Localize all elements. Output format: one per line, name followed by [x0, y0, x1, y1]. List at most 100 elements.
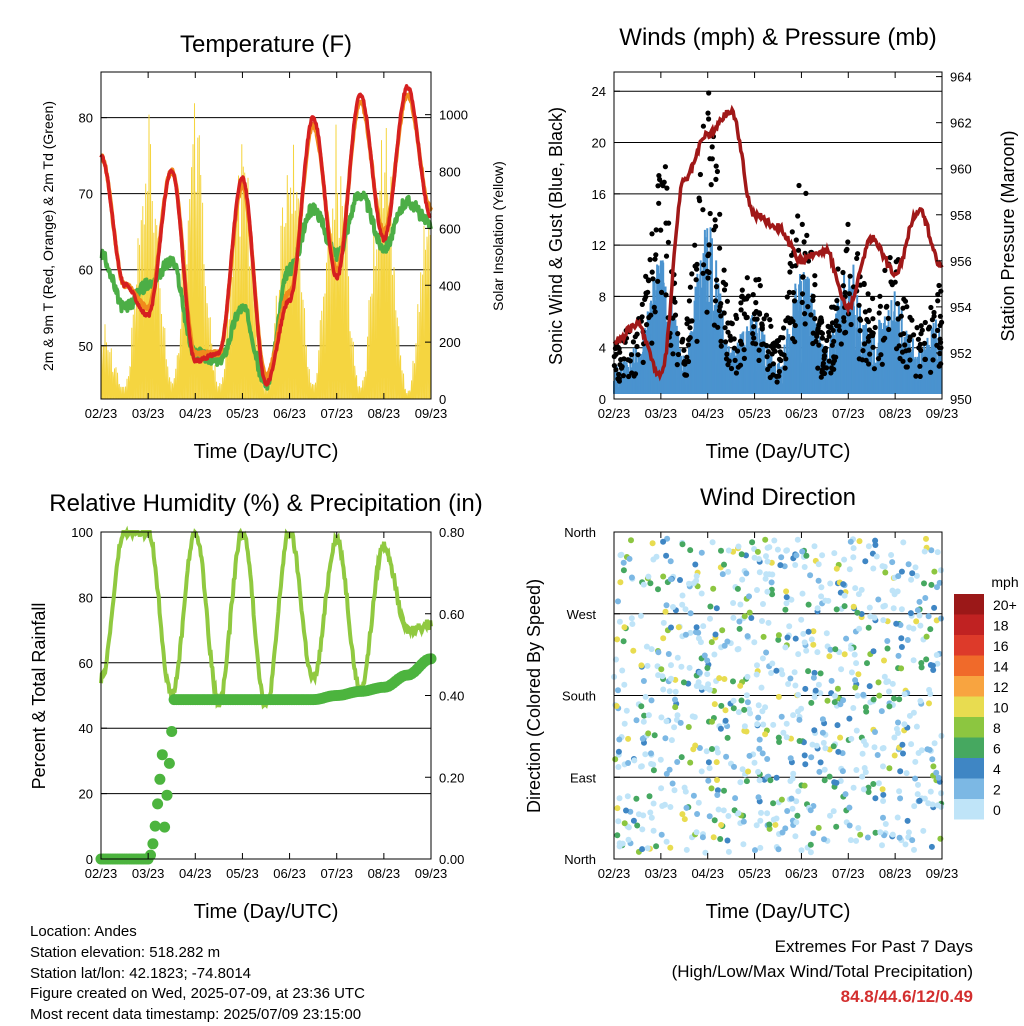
gust-point — [723, 356, 730, 362]
gust-point — [810, 340, 816, 347]
direction-point — [876, 692, 883, 699]
gust-point — [790, 290, 797, 296]
direction-point — [667, 804, 674, 810]
direction-point — [850, 545, 857, 552]
direction-point — [623, 807, 629, 814]
gust-point — [789, 229, 795, 235]
direction-point — [705, 777, 712, 784]
gust-point — [843, 248, 849, 254]
gust-point — [700, 207, 706, 213]
direction-point — [647, 809, 654, 816]
direction-point — [638, 612, 644, 619]
direction-point — [619, 667, 626, 674]
y-tick-label: 100 — [71, 525, 93, 540]
x-tick-label: 02/23 — [598, 406, 631, 421]
direction-point — [805, 628, 812, 635]
direction-point — [725, 568, 732, 575]
direction-point — [695, 679, 702, 686]
gust-point — [922, 356, 929, 362]
wind-y-ticks: 0 4 8 12 16 20 24 — [592, 84, 620, 407]
direction-point — [649, 540, 656, 547]
direction-point — [917, 698, 924, 704]
y-tick-label-right: 964 — [950, 70, 972, 85]
direction-point — [921, 548, 928, 555]
direction-point — [716, 675, 723, 682]
direction-points — [611, 535, 945, 856]
direction-point — [843, 635, 850, 642]
direction-point — [756, 745, 763, 752]
gust-point — [707, 210, 713, 217]
colorbar-swatch — [954, 655, 984, 676]
direction-point — [753, 671, 760, 678]
direction-point — [711, 651, 718, 658]
direction-point — [928, 843, 935, 850]
direction-point — [796, 738, 803, 744]
y-tick-label: 40 — [79, 721, 93, 736]
direction-point — [712, 631, 719, 638]
gust-point — [842, 330, 848, 336]
direction-point — [908, 576, 915, 583]
gust-point — [915, 336, 922, 342]
gust-point — [812, 273, 818, 279]
gust-point — [829, 342, 835, 348]
direction-point — [721, 676, 728, 682]
direction-point — [616, 618, 623, 625]
gust-point — [866, 333, 873, 339]
gust-point — [739, 293, 745, 299]
gust-point — [867, 351, 873, 357]
direction-point — [900, 750, 906, 757]
direction-point — [819, 552, 826, 559]
gust-point — [674, 362, 680, 368]
direction-point — [741, 727, 748, 734]
gust-point — [833, 318, 839, 324]
direction-point — [935, 774, 942, 781]
gust-point — [819, 335, 826, 341]
gust-point — [708, 182, 714, 188]
direction-point — [756, 569, 763, 576]
direction-point — [766, 571, 773, 578]
direction-point — [778, 713, 785, 720]
direction-point — [872, 537, 879, 544]
gust-point — [750, 331, 756, 337]
direction-point — [735, 810, 742, 817]
direction-point — [644, 662, 651, 669]
direction-point — [760, 633, 767, 640]
direction-point — [693, 829, 700, 836]
direction-point — [625, 836, 632, 843]
direction-point — [655, 586, 661, 593]
gust-point — [864, 316, 870, 323]
direction-point — [848, 735, 855, 742]
gust-point — [721, 310, 727, 316]
gust-point — [694, 266, 700, 272]
colorbar-label: 0 — [993, 802, 1001, 818]
gust-point — [845, 221, 851, 227]
gust-point — [682, 372, 688, 378]
gust-point — [706, 242, 712, 248]
temperature-y-label: 2m & 9m T (Red, Orange) & 2m Td (Green) — [40, 101, 56, 371]
direction-point — [795, 691, 802, 698]
direction-point — [735, 543, 742, 550]
direction-point — [841, 592, 848, 599]
direction-point — [904, 817, 911, 824]
direction-point — [792, 635, 799, 642]
colorbar-swatch — [954, 696, 984, 717]
gust-point — [888, 279, 894, 285]
gust-point — [842, 290, 848, 296]
gust-point — [928, 304, 934, 311]
gust-point — [707, 156, 713, 162]
direction-point — [722, 707, 729, 714]
direction-point — [713, 759, 720, 766]
gust-point — [658, 227, 664, 233]
gust-point — [799, 221, 805, 227]
gust-point — [617, 362, 623, 368]
direction-point — [828, 677, 835, 684]
direction-point — [877, 829, 884, 836]
direction-point — [755, 702, 762, 709]
temp-2m-line — [99, 84, 433, 387]
direction-point — [706, 813, 713, 820]
gust-point — [810, 330, 816, 336]
x-tick-label: 03/23 — [645, 866, 678, 881]
humidity-line — [99, 525, 433, 710]
direction-point — [864, 834, 871, 841]
gust-point — [856, 356, 862, 362]
